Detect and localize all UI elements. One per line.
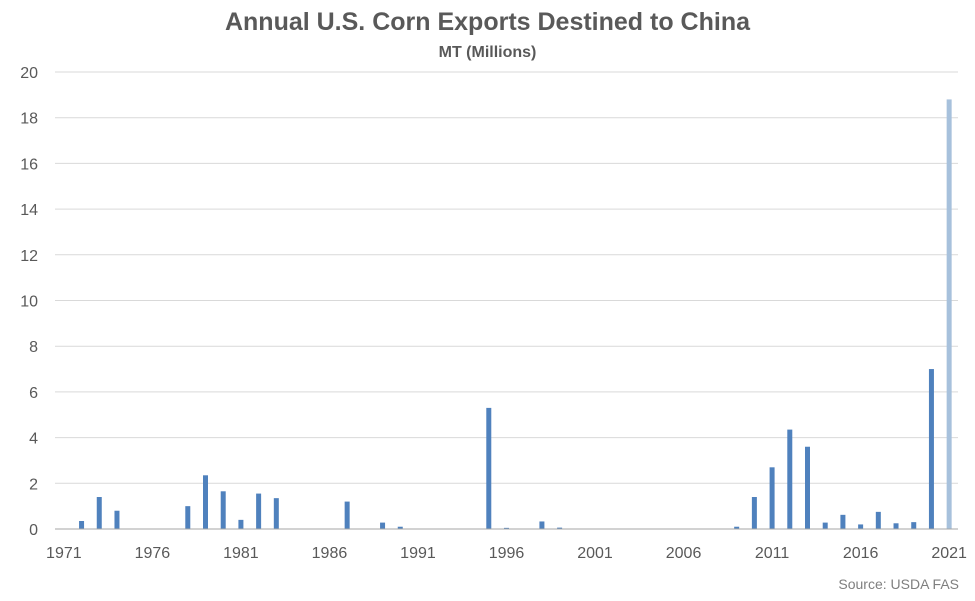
bar-1998 (539, 521, 545, 529)
y-axis-ticks: 0 2 4 6 8 10 12 14 16 18 20 (20, 65, 38, 539)
bar-2015 (840, 514, 846, 529)
bar-1981 (238, 519, 244, 529)
y-tick-label: 20 (20, 65, 38, 82)
bar-1973 (96, 497, 102, 529)
bar-1995 (486, 407, 492, 529)
bar-1982 (256, 493, 262, 529)
y-tick-label: 8 (29, 339, 38, 356)
gridlines (55, 71, 958, 484)
bar-1972 (79, 521, 85, 529)
x-tick-label: 2006 (666, 545, 702, 562)
bar-2020 (928, 369, 934, 529)
bar-1979 (203, 475, 208, 529)
x-tick-label: 1976 (135, 545, 171, 562)
bar-2016 (858, 524, 864, 529)
y-tick-label: 2 (29, 476, 38, 493)
bar-2021 (946, 99, 952, 530)
x-axis-ticks: 1971 1976 1981 1986 1991 1996 2001 2006 2011 2016… (46, 545, 967, 562)
y-tick-label: 14 (20, 202, 38, 219)
y-tick-label: 18 (20, 111, 38, 128)
chart-subtitle: MT (Millions) (438, 44, 537, 61)
y-tick-label: 0 (29, 522, 38, 539)
bar-1983 (273, 498, 279, 529)
y-tick-label: 6 (29, 385, 38, 402)
x-tick-label: 2021 (931, 545, 967, 562)
x-tick-label: 1971 (46, 545, 82, 562)
bar-2018 (893, 523, 899, 529)
bar-1999 (557, 527, 563, 529)
bar-2012 (787, 429, 793, 529)
bar-1974 (114, 510, 120, 529)
bar-2009 (734, 526, 740, 529)
y-tick-label: 12 (20, 248, 38, 265)
bar-1996 (504, 527, 509, 529)
bar-2017 (875, 511, 881, 529)
x-tick-label: 2016 (843, 545, 879, 562)
bar-2010 (751, 497, 757, 529)
y-tick-label: 4 (29, 431, 38, 448)
bar-2013 (805, 446, 810, 529)
bar-1990 (397, 526, 403, 529)
x-tick-label: 2011 (755, 545, 790, 562)
bar-1987 (344, 501, 350, 529)
bar-1980 (220, 491, 226, 529)
x-tick-label: 1981 (223, 545, 259, 562)
x-tick-label: 1991 (400, 545, 436, 562)
x-tick-label: 2001 (577, 545, 613, 562)
bars (79, 99, 952, 530)
bar-1978 (185, 506, 191, 529)
bar-2019 (911, 522, 917, 529)
x-tick-label: 1996 (489, 545, 525, 562)
bar-1989 (380, 522, 386, 529)
source-note: Source: USDA FAS (838, 576, 959, 592)
chart-title: Annual U.S. Corn Exports Destined to Chi… (224, 8, 751, 36)
y-tick-label: 16 (20, 156, 38, 173)
x-tick-label: 1986 (312, 545, 348, 562)
bar-2011 (769, 467, 775, 529)
y-tick-label: 10 (20, 294, 38, 311)
bar-2014 (822, 522, 828, 529)
